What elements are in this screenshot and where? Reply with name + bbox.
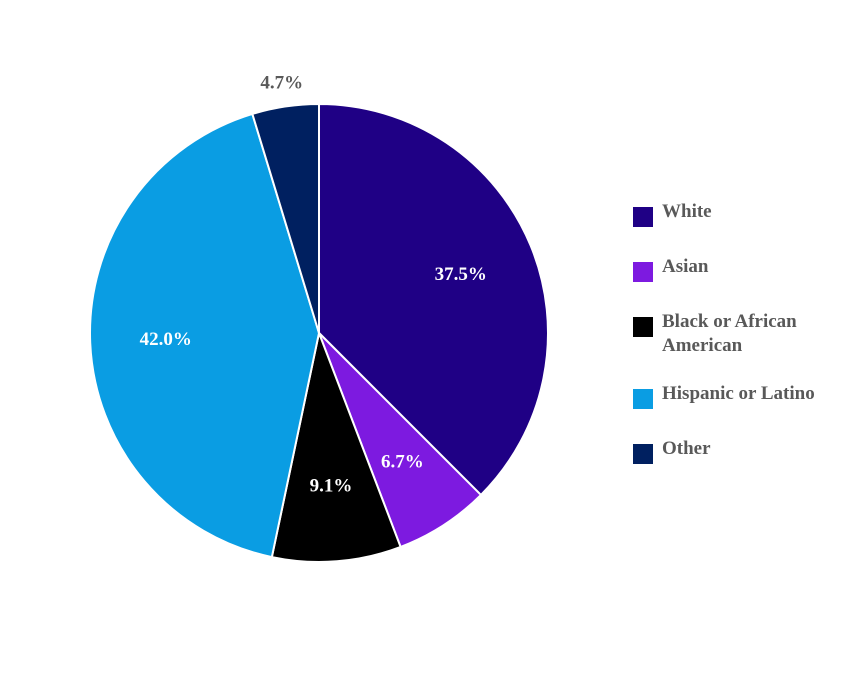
legend-swatch-white	[633, 207, 653, 227]
legend-item-hispanic-or-latino: Hispanic or Latino	[633, 382, 858, 409]
legend-item-asian: Asian	[633, 255, 858, 282]
pie-slice-white	[318, 103, 549, 496]
legend-swatch-asian	[633, 262, 653, 282]
legend-item-black-or-african-american: Black or African American	[633, 310, 858, 358]
pie-slice-other	[251, 103, 320, 334]
pie-slices	[89, 103, 549, 563]
legend-label-black-or-african-american: Black or African American	[662, 311, 797, 356]
data-label-other: 4.7%	[260, 72, 303, 93]
legend-label-other: Other	[662, 438, 711, 459]
data-label-white: 37.5%	[435, 264, 487, 285]
legend-item-white: White	[633, 200, 858, 227]
data-label-hispanic-or-latino: 42.0%	[140, 329, 192, 350]
pie-data-labels: 37.5% 6.7% 9.1% 42.0% 4.7%	[140, 72, 487, 496]
chart-legend: White Asian Black or African American Hispa…	[633, 200, 858, 492]
data-label-black-or-african-american: 9.1%	[310, 475, 353, 496]
data-label-asian: 6.7%	[381, 451, 424, 472]
legend-swatch-hispanic-or-latino	[633, 389, 653, 409]
legend-item-other: Other	[633, 437, 858, 464]
legend-label-hispanic-or-latino: Hispanic or Latino	[662, 383, 815, 404]
pie-slice-black-or-african-american	[270, 332, 402, 563]
legend-label-white: White	[662, 201, 712, 222]
pie-slice-hispanic-or-latino	[89, 112, 320, 559]
legend-swatch-black-or-african-american	[633, 317, 653, 337]
legend-label-asian: Asian	[662, 256, 709, 277]
legend-swatch-other	[633, 444, 653, 464]
